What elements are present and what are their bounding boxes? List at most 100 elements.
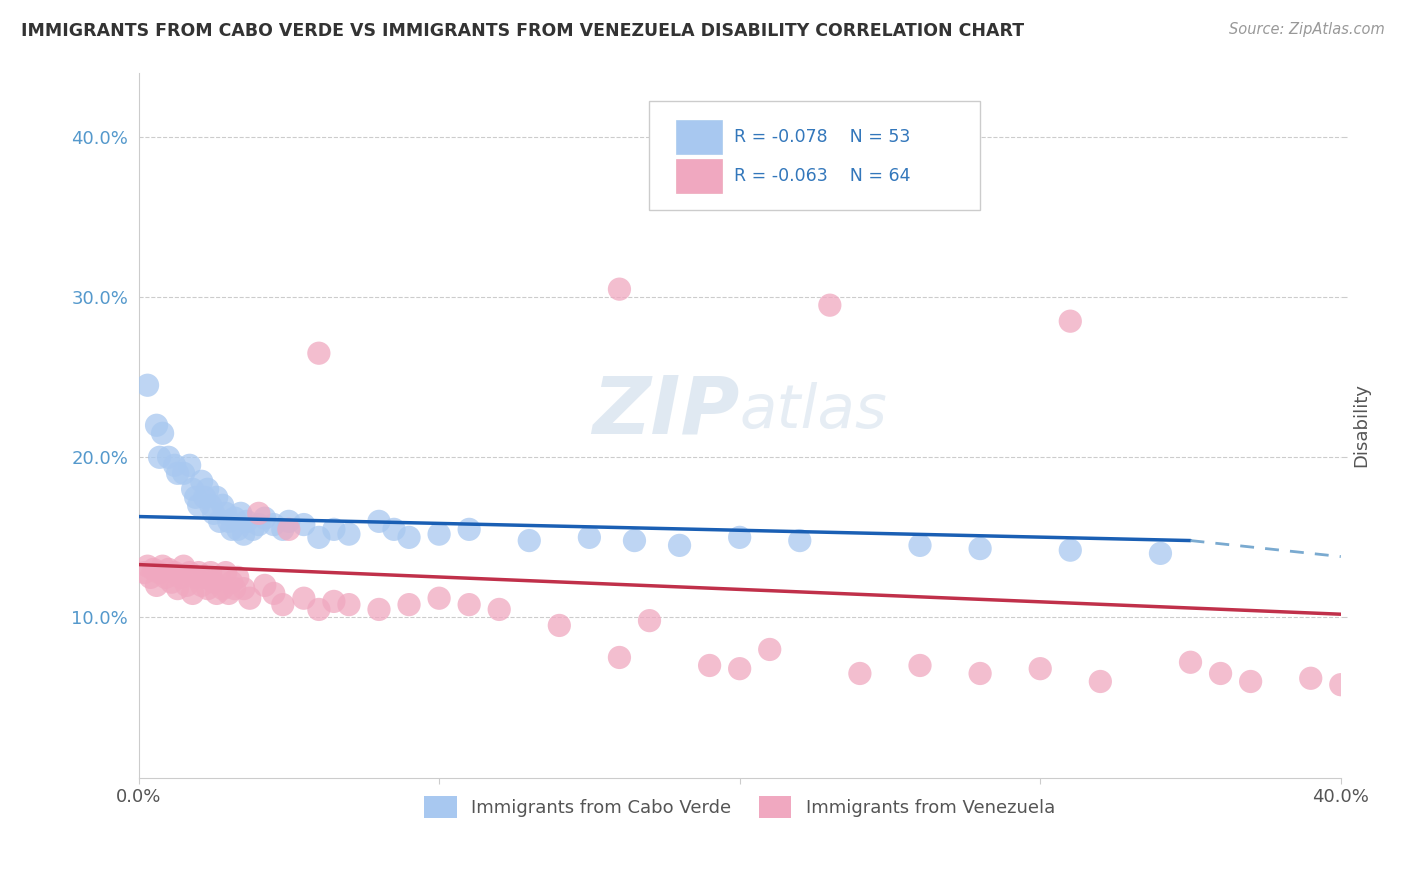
Point (337, 527, 360, 541)
Text: Source: ZipAtlas.com: Source: ZipAtlas.com (1229, 22, 1385, 37)
Point (308, 530, 330, 544)
Point (908, 538, 931, 552)
Point (239, 591, 262, 606)
Point (221, 522, 243, 536)
Point (368, 514, 391, 528)
Point (202, 506, 225, 520)
Text: IMMIGRANTS FROM CABO VERDE VS IMMIGRANTS FROM VENEZUELA DISABILITY CORRELATION C: IMMIGRANTS FROM CABO VERDE VS IMMIGRANTS… (21, 22, 1024, 40)
Point (1180, 655, 1202, 669)
Point (224, 511, 246, 525)
Text: R = -0.063    N = 64: R = -0.063 N = 64 (734, 167, 910, 185)
Point (609, 650, 631, 665)
Point (548, 618, 571, 632)
Point (271, 598, 294, 612)
Point (242, 522, 264, 536)
Point (169, 570, 191, 584)
Point (263, 517, 285, 532)
Point (173, 467, 195, 481)
Point (194, 491, 217, 505)
Point (308, 346, 330, 360)
FancyBboxPatch shape (650, 101, 980, 211)
Point (398, 530, 420, 544)
Text: ZIP: ZIP (592, 372, 740, 450)
Point (699, 658, 721, 673)
Point (458, 598, 481, 612)
Point (176, 578, 198, 592)
Point (427, 591, 450, 606)
Point (322, 522, 344, 536)
Point (235, 514, 257, 528)
Point (226, 522, 249, 536)
FancyBboxPatch shape (676, 159, 721, 193)
Point (166, 582, 188, 596)
Point (157, 450, 180, 465)
Point (789, 533, 811, 548)
Point (190, 475, 212, 489)
FancyBboxPatch shape (676, 120, 721, 154)
Point (142, 562, 165, 576)
Point (969, 541, 991, 556)
Point (1029, 662, 1052, 676)
Point (163, 458, 186, 473)
Point (1299, 671, 1322, 685)
Point (218, 586, 240, 600)
Point (184, 570, 207, 584)
Point (292, 517, 315, 532)
Point (200, 499, 222, 513)
Point (1209, 666, 1232, 681)
Point (458, 522, 481, 536)
Point (908, 658, 931, 673)
Point (368, 602, 391, 616)
Point (1149, 546, 1171, 560)
Point (1059, 543, 1081, 558)
Point (208, 514, 231, 528)
Point (148, 450, 170, 465)
Text: atlas: atlas (740, 382, 887, 441)
Point (205, 586, 228, 600)
Point (232, 527, 254, 541)
Point (221, 575, 243, 590)
Text: R = -0.078    N = 53: R = -0.078 N = 53 (734, 128, 910, 146)
Point (758, 642, 780, 657)
Point (184, 491, 207, 505)
Point (197, 483, 219, 497)
Point (849, 666, 872, 681)
Point (609, 282, 631, 296)
Point (247, 517, 270, 532)
Point (200, 566, 222, 580)
Point (145, 578, 167, 592)
Point (163, 566, 186, 580)
Point (179, 566, 201, 580)
Point (253, 578, 276, 592)
Point (517, 533, 540, 548)
Point (136, 559, 159, 574)
Point (197, 582, 219, 596)
Point (578, 530, 600, 544)
Point (215, 566, 238, 580)
Point (215, 506, 238, 520)
Point (187, 499, 209, 513)
Point (271, 522, 294, 536)
Point (277, 522, 299, 536)
Point (229, 506, 252, 520)
Point (1330, 678, 1353, 692)
Point (190, 578, 212, 592)
Point (208, 570, 231, 584)
Point (166, 467, 188, 481)
Point (152, 426, 174, 441)
Point (427, 527, 450, 541)
Point (139, 570, 162, 584)
Point (308, 602, 330, 616)
Point (232, 582, 254, 596)
Point (818, 298, 841, 312)
Point (181, 483, 204, 497)
Y-axis label: Disability: Disability (1353, 384, 1369, 467)
Point (211, 582, 233, 596)
Point (134, 566, 156, 580)
Point (382, 522, 405, 536)
Point (1239, 674, 1261, 689)
Point (337, 598, 360, 612)
Legend: Immigrants from Cabo Verde, Immigrants from Venezuela: Immigrants from Cabo Verde, Immigrants f… (418, 789, 1062, 825)
Point (136, 378, 159, 392)
Point (277, 514, 299, 528)
